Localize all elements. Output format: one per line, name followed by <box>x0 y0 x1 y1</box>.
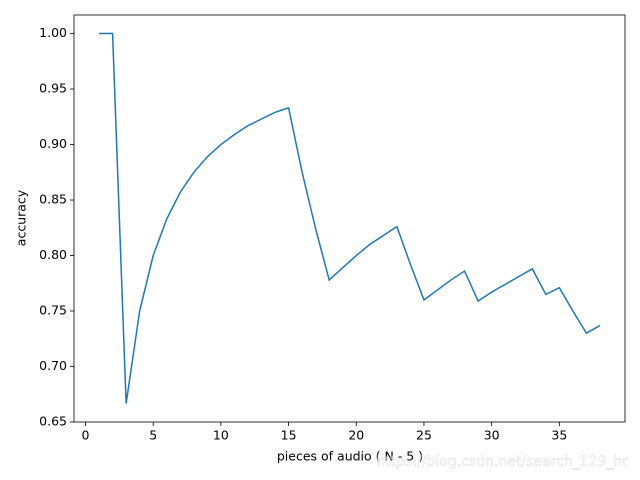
y-tick-label: 0.70 <box>39 358 67 373</box>
x-axis-label: pieces of audio ( N - 5 ) <box>277 449 423 464</box>
y-tick-label: 0.90 <box>39 136 67 151</box>
x-tick-label: 25 <box>416 428 432 443</box>
y-tick-label: 0.95 <box>39 81 67 96</box>
y-tick-label: 0.65 <box>39 414 67 429</box>
y-axis-label: accuracy <box>14 189 29 246</box>
data-line <box>99 32 601 404</box>
plot-frame <box>73 14 626 423</box>
watermark: https://blog.csdn.net/search_129_hr <box>376 454 628 470</box>
x-tick-label: 0 <box>82 428 90 443</box>
y-tick-label: 1.00 <box>39 25 67 40</box>
x-tick-label: 30 <box>484 428 500 443</box>
x-tick-label: 10 <box>213 428 229 443</box>
y-tick-label: 0.75 <box>39 303 67 318</box>
x-tick-label: 20 <box>348 428 364 443</box>
x-tick-label: 15 <box>281 428 297 443</box>
x-tick-label: 35 <box>551 428 567 443</box>
y-tick-label: 0.80 <box>39 247 67 262</box>
y-tick-label: 0.85 <box>39 192 67 207</box>
x-tick-label: 5 <box>149 428 157 443</box>
